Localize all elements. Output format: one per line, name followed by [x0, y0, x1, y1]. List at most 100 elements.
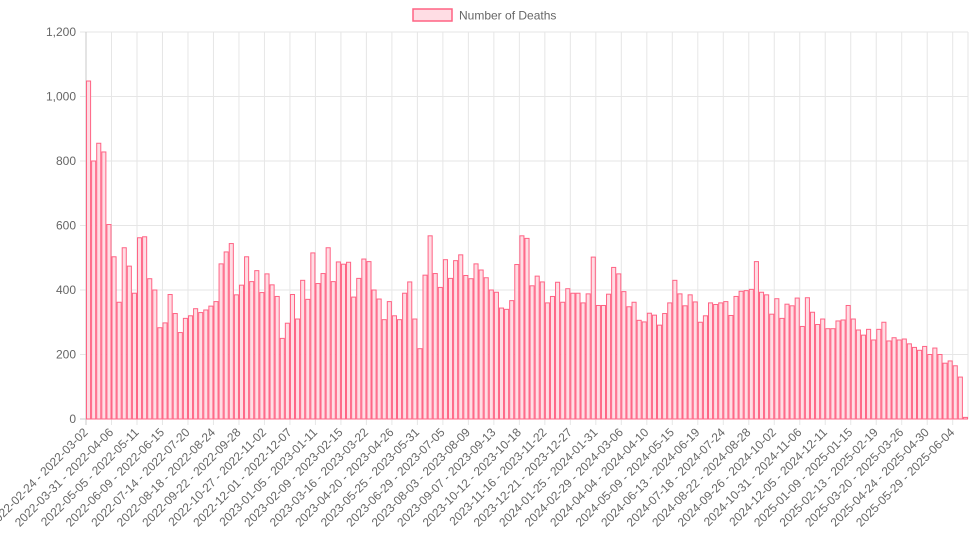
bar[interactable] [126, 265, 132, 420]
bar[interactable] [580, 302, 586, 420]
bar[interactable] [764, 294, 770, 420]
bar[interactable] [208, 305, 214, 420]
bar[interactable] [932, 347, 938, 420]
bar[interactable] [315, 283, 321, 420]
bar[interactable] [682, 305, 688, 420]
bar[interactable] [616, 273, 622, 420]
bar[interactable] [468, 278, 474, 420]
bar[interactable] [351, 296, 357, 420]
bar[interactable] [172, 313, 178, 420]
bar[interactable] [957, 376, 963, 420]
bar[interactable] [886, 340, 892, 420]
bar[interactable] [937, 354, 943, 420]
bar[interactable] [111, 256, 117, 420]
bar[interactable] [672, 279, 678, 420]
bar[interactable] [483, 277, 489, 420]
bar[interactable] [896, 339, 902, 420]
legend[interactable]: Number of Deaths [412, 8, 556, 23]
bar[interactable] [233, 294, 239, 420]
bar[interactable] [249, 281, 255, 420]
bar[interactable] [922, 345, 928, 420]
bar[interactable] [815, 324, 821, 420]
bar[interactable] [284, 322, 290, 420]
bar[interactable] [86, 80, 92, 420]
bar[interactable] [611, 266, 617, 420]
bar[interactable] [549, 295, 556, 420]
bar[interactable] [463, 274, 469, 420]
bar[interactable] [784, 303, 790, 420]
bar[interactable] [631, 301, 637, 420]
bar[interactable] [835, 320, 841, 420]
bar[interactable] [447, 277, 454, 420]
bar[interactable] [641, 321, 647, 420]
bar[interactable] [947, 360, 953, 420]
bar[interactable] [697, 321, 703, 420]
bar[interactable] [335, 261, 341, 420]
bar[interactable] [774, 298, 780, 420]
bar[interactable] [687, 294, 693, 420]
bar[interactable] [473, 263, 479, 420]
bar[interactable] [300, 279, 306, 420]
bar[interactable] [692, 301, 698, 420]
bar[interactable] [218, 263, 224, 420]
bar[interactable] [91, 160, 97, 420]
bar[interactable] [891, 337, 897, 420]
bar[interactable] [269, 284, 275, 420]
bar[interactable] [758, 291, 765, 420]
bar[interactable] [820, 318, 826, 420]
bar[interactable] [157, 327, 163, 420]
bar[interactable] [371, 289, 377, 420]
bar[interactable] [453, 260, 459, 420]
bar[interactable] [376, 298, 382, 420]
bar[interactable] [340, 263, 347, 420]
bar[interactable] [437, 286, 443, 420]
bar[interactable] [707, 302, 714, 420]
bar[interactable] [702, 315, 708, 420]
bar[interactable] [713, 304, 719, 420]
bar[interactable] [677, 293, 683, 420]
bar[interactable] [228, 243, 234, 420]
bar[interactable] [600, 304, 607, 420]
bar[interactable] [881, 321, 887, 420]
bar[interactable] [840, 319, 846, 420]
bar[interactable] [871, 339, 877, 420]
bar[interactable] [860, 334, 867, 420]
bar[interactable] [407, 281, 413, 420]
bar[interactable] [223, 251, 229, 420]
bar[interactable] [101, 151, 107, 420]
bar[interactable] [305, 298, 311, 420]
bar[interactable] [432, 273, 438, 420]
bar[interactable] [544, 302, 550, 420]
bar[interactable] [402, 292, 408, 420]
bar[interactable] [651, 314, 657, 420]
bar[interactable] [397, 319, 403, 420]
bar[interactable] [116, 301, 122, 420]
bar[interactable] [855, 329, 861, 420]
bar[interactable] [753, 261, 759, 420]
bar[interactable] [136, 237, 143, 420]
bar[interactable] [555, 281, 561, 420]
bar[interactable] [539, 281, 545, 420]
bar[interactable] [203, 309, 209, 420]
bar[interactable] [718, 302, 724, 420]
bar[interactable] [667, 302, 673, 420]
bar[interactable] [244, 256, 250, 420]
bar[interactable] [769, 313, 775, 420]
bar[interactable] [804, 297, 810, 420]
bar[interactable] [585, 293, 591, 420]
bar[interactable] [330, 281, 336, 420]
bar[interactable] [519, 235, 525, 420]
bar[interactable] [657, 324, 663, 420]
bar[interactable] [386, 301, 392, 420]
bar[interactable] [590, 256, 596, 420]
bar[interactable] [906, 343, 912, 420]
bar[interactable] [391, 315, 397, 420]
bar[interactable] [830, 328, 836, 420]
bar[interactable] [310, 252, 316, 420]
bar[interactable] [809, 311, 816, 420]
bar[interactable] [636, 319, 642, 420]
bar[interactable] [458, 254, 464, 420]
bar[interactable] [177, 332, 183, 420]
bar[interactable] [167, 294, 173, 420]
bar[interactable] [876, 328, 882, 420]
